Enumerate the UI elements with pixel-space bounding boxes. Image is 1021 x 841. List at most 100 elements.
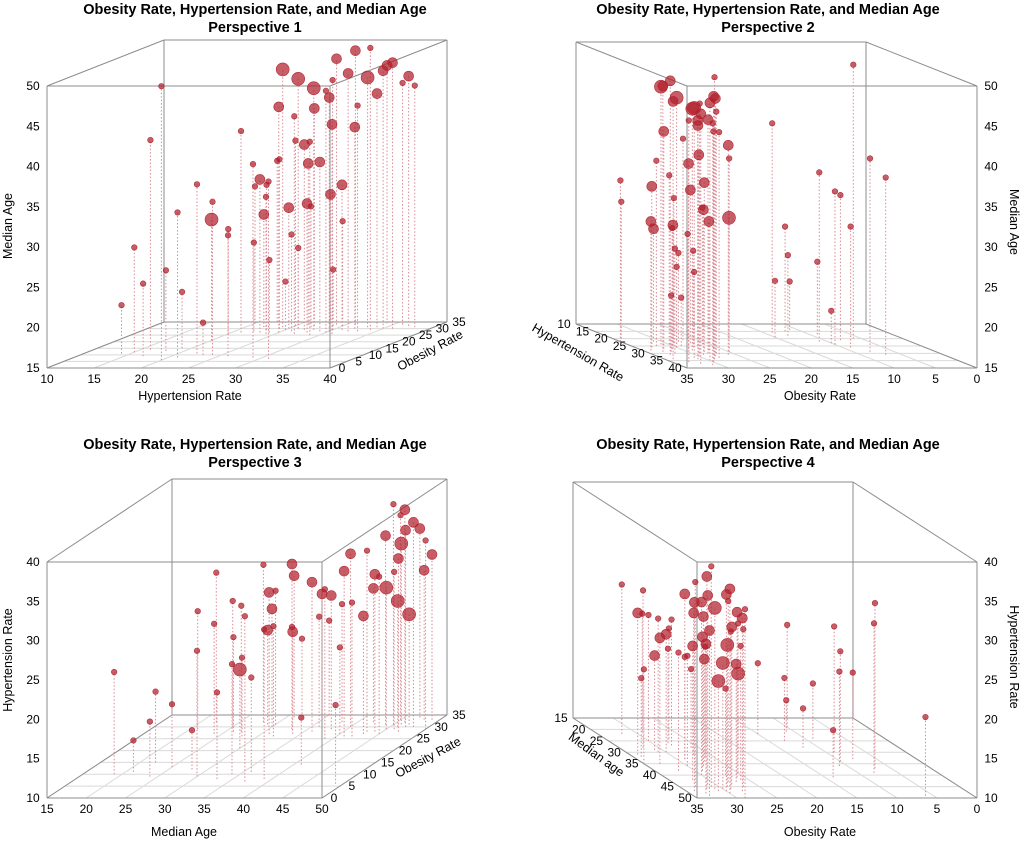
data-point — [146, 718, 153, 725]
data-point — [379, 580, 394, 595]
data-point — [254, 174, 266, 185]
box-edge — [572, 481, 698, 563]
data-point — [722, 211, 736, 225]
data-point — [722, 140, 734, 151]
floor-grid-line — [652, 717, 778, 799]
panel-4-subtitle: Perspective 4 — [721, 455, 815, 471]
data-point — [363, 547, 371, 554]
data-point — [664, 75, 676, 87]
data-point — [711, 74, 718, 81]
data-point — [162, 267, 170, 274]
bottom-axis-tick-label: 25 — [119, 802, 133, 816]
box-edge — [865, 41, 978, 87]
vertical-axis-tick-label: 25 — [26, 673, 40, 687]
data-point — [740, 626, 747, 633]
panel-4: Obesity Rate, Hypertension Rate, and Med… — [554, 437, 1021, 839]
data-point — [645, 611, 652, 619]
data-point — [131, 244, 138, 251]
data-point — [816, 169, 823, 176]
vertical-axis-tick-label: 50 — [26, 79, 40, 93]
data-point — [870, 620, 878, 627]
data-point — [411, 82, 418, 89]
floor-grid-line — [164, 714, 291, 799]
panel-2-vertical-axis-label: Median Age — [1007, 189, 1021, 255]
data-point — [291, 72, 306, 86]
panel-2-bottom-axis-label: Obesity Rate — [784, 389, 856, 403]
data-point — [699, 653, 710, 665]
box-edge — [852, 717, 978, 799]
panel-1-bottom-axis-label: Hypertension Rate — [138, 389, 242, 403]
depth-axis-tick-label: 40 — [668, 361, 682, 375]
depth-axis-tick-label: 30 — [607, 745, 621, 759]
data-point — [286, 558, 298, 570]
data-point — [726, 155, 733, 162]
data-point — [831, 188, 839, 195]
bottom-axis-tick-label: 10 — [40, 372, 54, 386]
bottom-axis-tick-label: 20 — [805, 372, 819, 386]
bottom-axis-tick-label: 30 — [229, 372, 243, 386]
data-point — [306, 81, 321, 95]
panel-3: Obesity Rate, Hypertension Rate, and Med… — [1, 437, 466, 839]
bottom-axis-tick-label: 30 — [730, 802, 744, 816]
bottom-axis-tick-label: 30 — [158, 802, 172, 816]
data-point — [377, 65, 389, 77]
data-point — [403, 70, 414, 82]
vertical-axis-tick-label: 45 — [984, 119, 998, 133]
data-point — [731, 666, 745, 681]
data-point — [265, 178, 272, 185]
data-point — [250, 239, 257, 246]
data-point — [283, 202, 295, 214]
depth-axis-tick-label: 20 — [402, 335, 416, 349]
floor-grid-line — [235, 321, 353, 369]
vertical-axis-tick-label: 10 — [984, 791, 998, 805]
data-point — [668, 616, 675, 623]
data-point — [702, 590, 714, 601]
data-point — [350, 45, 361, 56]
floor-grid-line — [93, 321, 212, 369]
data-point — [685, 184, 696, 196]
bottom-axis-tick-label: 15 — [846, 372, 860, 386]
data-point — [140, 280, 147, 287]
data-point — [688, 607, 699, 619]
data-point — [325, 189, 336, 200]
panel-1-title: Obesity Rate, Hypertension Rate, and Med… — [83, 2, 427, 18]
data-point — [368, 583, 379, 594]
bottom-axis-tick-label: 15 — [850, 802, 864, 816]
depth-axis-tick-label: 25 — [417, 732, 431, 746]
data-point — [781, 674, 788, 682]
depth-axis-tick-label: 10 — [369, 348, 383, 362]
data-point — [276, 156, 283, 163]
data-point — [230, 634, 237, 641]
data-point — [684, 230, 691, 238]
bottom-axis-tick-label: 20 — [810, 802, 824, 816]
depth-axis-tick-label: 30 — [436, 322, 450, 336]
bottom-axis-tick-label: 50 — [315, 802, 329, 816]
data-point — [261, 626, 268, 633]
data-point — [238, 654, 246, 661]
data-point — [414, 523, 426, 534]
data-point — [783, 697, 790, 704]
data-point — [678, 294, 685, 301]
panel-2-subtitle: Perspective 2 — [721, 20, 815, 36]
data-point — [168, 701, 176, 708]
data-point — [671, 245, 678, 252]
data-point — [178, 288, 186, 295]
depth-axis-tick-label: 10 — [363, 767, 377, 781]
data-point — [769, 120, 776, 127]
depth-axis-tick-label: 15 — [381, 755, 395, 769]
data-point — [342, 68, 354, 79]
data-point — [730, 658, 742, 670]
data-point — [837, 648, 844, 655]
data-point — [291, 113, 298, 120]
data-point — [690, 268, 698, 276]
data-point — [784, 252, 791, 259]
data-point — [224, 232, 232, 239]
data-point — [158, 83, 165, 90]
bottom-axis-tick-label: 40 — [237, 802, 251, 816]
data-point — [709, 120, 716, 127]
data-point — [391, 568, 398, 575]
data-point — [282, 278, 289, 285]
data-point — [716, 656, 730, 670]
data-point — [292, 137, 299, 144]
floor-grid-line — [612, 717, 738, 799]
